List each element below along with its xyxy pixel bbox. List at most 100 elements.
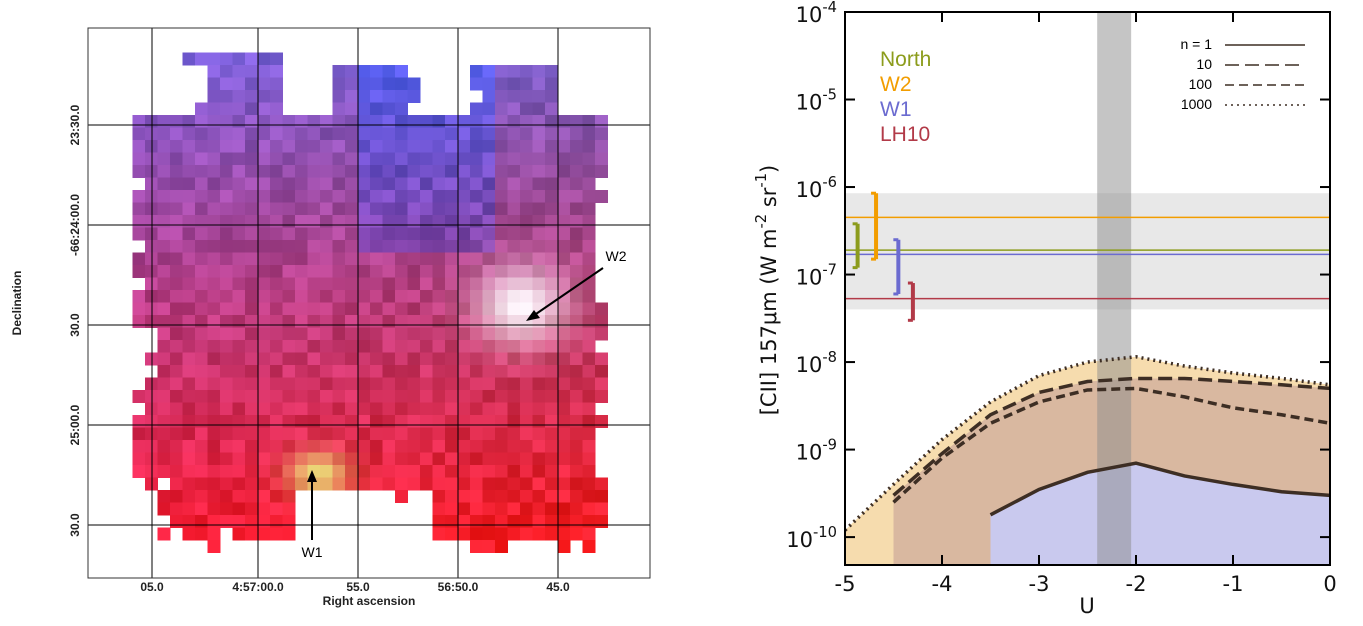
image-pixel [482, 390, 496, 403]
image-pixel [345, 102, 358, 116]
image-pixel [382, 465, 396, 478]
image-pixel [232, 327, 246, 341]
image-pixel [182, 415, 196, 428]
image-pixel [232, 365, 246, 378]
image-pixel [570, 265, 583, 278]
image-pixel [320, 265, 333, 278]
image-pixel [507, 415, 521, 428]
image-pixel [245, 127, 258, 141]
image-pixel [570, 477, 583, 491]
image-pixel [195, 277, 208, 291]
image-pixel [432, 452, 446, 466]
image-pixel [257, 415, 271, 428]
image-pixel [370, 77, 383, 91]
image-pixel [270, 377, 283, 391]
image-pixel [470, 190, 483, 203]
image-pixel [382, 477, 396, 491]
image-pixel [595, 390, 608, 403]
y-tick-label: 10-6 [796, 174, 837, 203]
image-pixel [345, 165, 358, 178]
image-pixel [382, 352, 396, 366]
image-pixel [170, 127, 183, 141]
image-pixel [507, 152, 521, 166]
image-pixel [270, 390, 283, 403]
image-pixel [195, 52, 208, 66]
image-pixel [520, 402, 533, 416]
image-pixel [570, 115, 583, 128]
image-pixel [270, 102, 283, 116]
image-pixel [457, 290, 471, 303]
image-pixel [420, 465, 433, 478]
image-pixel [357, 452, 371, 466]
image-pixel [320, 352, 333, 366]
image-pixel [395, 215, 408, 228]
image-pixel [245, 427, 258, 441]
image-pixel [282, 190, 296, 203]
rgb-image [132, 52, 608, 553]
image-pixel [195, 527, 208, 541]
image-pixel [157, 340, 171, 353]
image-pixel [332, 290, 346, 303]
image-pixel [320, 115, 333, 128]
image-pixel [457, 377, 471, 391]
image-pixel [445, 290, 458, 303]
image-pixel [532, 290, 546, 303]
image-pixel [207, 327, 221, 341]
image-pixel [482, 327, 496, 341]
image-pixel [345, 190, 358, 203]
image-pixel [557, 402, 571, 416]
image-pixel [420, 277, 433, 291]
image-pixel [520, 65, 533, 78]
image-pixel [345, 77, 358, 91]
image-pixel [457, 502, 471, 516]
image-pixel [195, 452, 208, 466]
image-pixel [432, 215, 446, 228]
image-pixel [582, 390, 596, 403]
image-pixel [232, 390, 246, 403]
image-pixel [495, 477, 508, 491]
image-pixel [195, 165, 208, 178]
image-pixel [470, 490, 483, 503]
image-pixel [495, 65, 508, 78]
image-pixel [332, 202, 346, 216]
image-pixel [370, 302, 383, 316]
image-pixel [370, 202, 383, 216]
image-pixel [495, 390, 508, 403]
image-pixel [132, 252, 146, 266]
image-pixel [570, 302, 583, 316]
image-pixel [420, 415, 433, 428]
image-pixel [495, 215, 508, 228]
image-pixel [345, 65, 358, 78]
image-pixel [170, 115, 183, 128]
image-pixel [532, 165, 546, 178]
image-pixel [295, 452, 308, 466]
image-pixel [382, 190, 396, 203]
image-pixel [570, 202, 583, 216]
image-pixel [182, 402, 196, 416]
y-tick-label: 30.0 [68, 313, 82, 337]
image-pixel [520, 465, 533, 478]
image-pixel [420, 165, 433, 178]
image-pixel [457, 452, 471, 466]
image-pixel [282, 502, 296, 516]
image-pixel [132, 190, 146, 203]
image-pixel [495, 190, 508, 203]
image-pixel [132, 302, 146, 316]
image-pixel [357, 402, 371, 416]
image-pixel [357, 477, 371, 491]
image-pixel [257, 390, 271, 403]
image-pixel [195, 502, 208, 516]
image-pixel [420, 377, 433, 391]
image-pixel [395, 477, 408, 491]
image-pixel [395, 90, 408, 103]
image-pixel [520, 77, 533, 91]
image-pixel [445, 227, 458, 241]
image-pixel [307, 227, 321, 241]
image-pixel [357, 240, 371, 253]
image-pixel [545, 352, 558, 366]
image-pixel [445, 327, 458, 341]
image-pixel [395, 227, 408, 241]
image-pixel [345, 90, 358, 103]
image-pixel [395, 127, 408, 141]
image-pixel [282, 427, 296, 441]
